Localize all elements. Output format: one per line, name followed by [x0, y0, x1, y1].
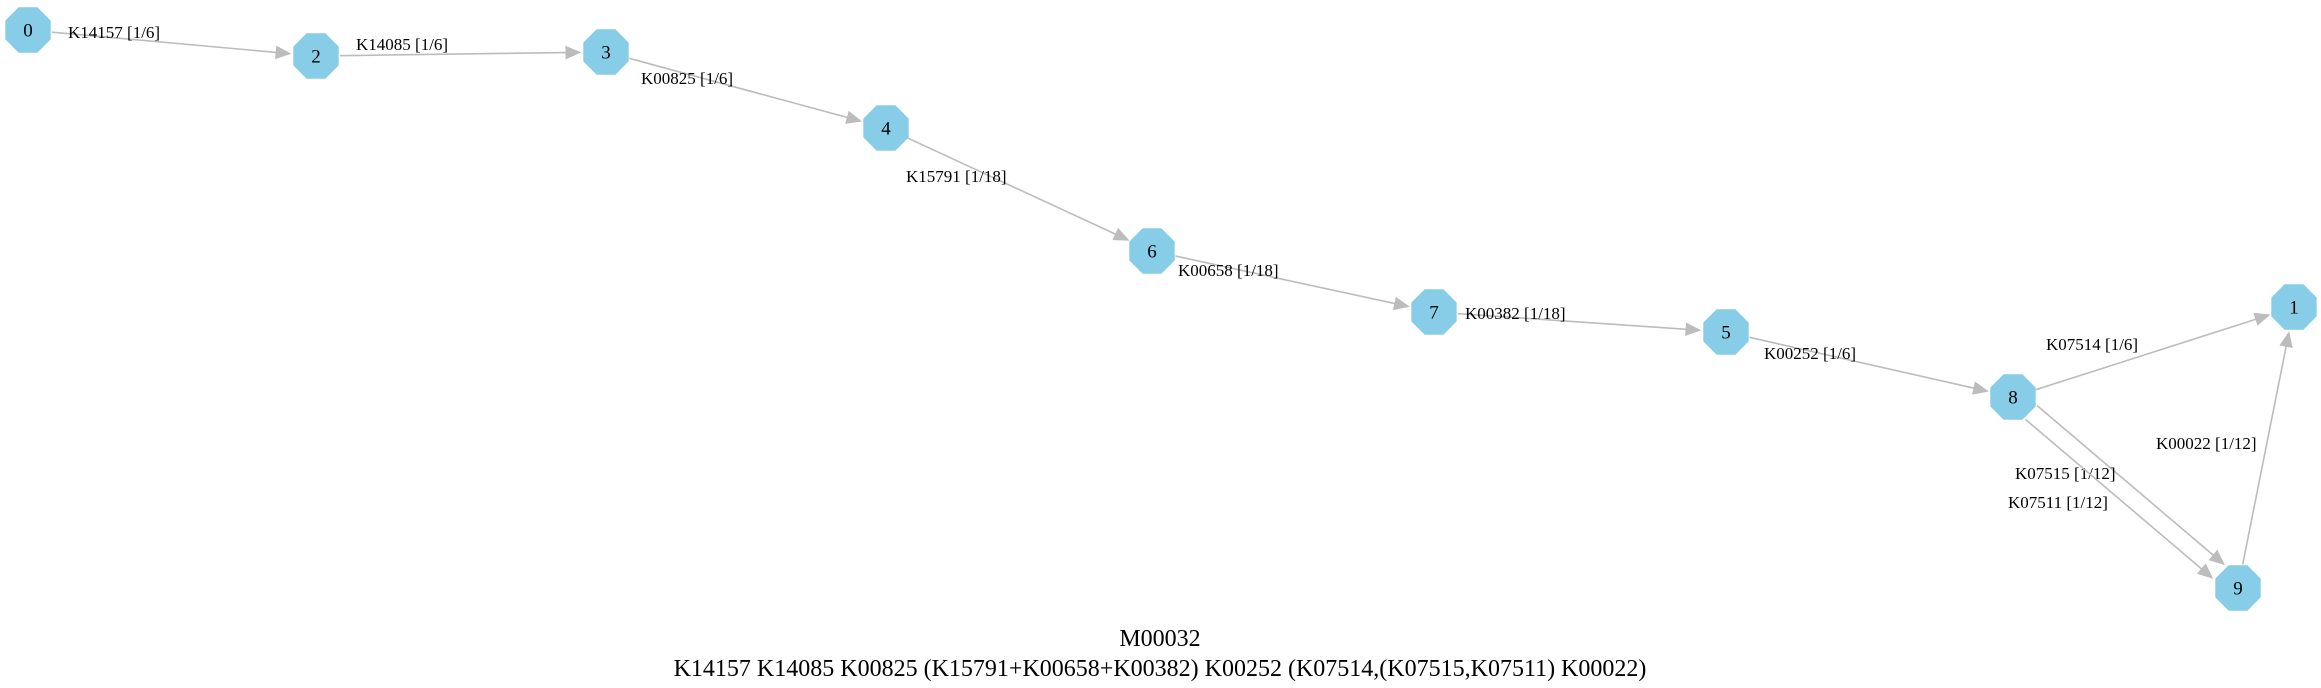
edge-label: K07511 [1/12] — [2008, 493, 2108, 512]
edge-label: K00252 [1/6] — [1764, 344, 1856, 363]
node-7: 7 — [1411, 289, 1457, 335]
edge-8-9: K07511 [1/12] — [2008, 418, 2214, 579]
arrow-head-icon — [1685, 322, 1702, 336]
edge-4-6: K15791 [1/18] — [906, 137, 1130, 241]
node-9: 9 — [2215, 565, 2261, 611]
edge-label: K07514 [1/6] — [2046, 335, 2138, 354]
node-label: 9 — [2233, 579, 2243, 600]
edge-0-2: K14157 [1/6] — [51, 23, 292, 60]
node-6: 6 — [1129, 228, 1175, 274]
edge-line — [1457, 312, 1687, 331]
node-3: 3 — [583, 29, 629, 75]
edge-line — [2036, 405, 2214, 556]
node-label: 2 — [311, 47, 321, 68]
arrow-head-icon — [1972, 381, 1989, 395]
edge-label: K00382 [1/18] — [1465, 304, 1566, 323]
edge-line — [1175, 255, 1396, 305]
node-4: 4 — [863, 105, 909, 151]
node-octagon — [583, 29, 629, 75]
node-label: 5 — [1721, 323, 1731, 344]
edge-line — [628, 57, 848, 119]
edge-label: K14157 [1/6] — [68, 23, 160, 42]
edge-label: K00658 [1/18] — [1178, 261, 1279, 280]
edge-line — [2024, 418, 2203, 570]
node-2: 2 — [293, 33, 339, 79]
node-label: 1 — [2289, 298, 2299, 319]
edge-line — [907, 137, 1117, 235]
edge-line — [339, 51, 567, 57]
node-octagon — [293, 33, 339, 79]
node-label: 0 — [23, 21, 33, 42]
arrow-head-icon — [2253, 312, 2271, 326]
edge-8-1: K07514 [1/6] — [2035, 312, 2271, 391]
node-octagon — [2271, 284, 2317, 330]
arrow-head-icon — [2196, 563, 2214, 579]
arrow-head-icon — [2208, 549, 2225, 566]
node-octagon — [1990, 374, 2036, 420]
node-label: 3 — [601, 43, 611, 64]
node-5: 5 — [1703, 309, 1749, 355]
edge-line — [2035, 318, 2257, 391]
edge-5-8: K00252 [1/6] — [1749, 336, 1989, 395]
node-1: 1 — [2271, 284, 2317, 330]
edge-2-3: K14085 [1/6] — [339, 35, 582, 60]
edge-3-4: K00825 [1/6] — [628, 57, 863, 124]
node-octagon — [1411, 289, 1457, 335]
node-octagon — [1129, 228, 1175, 274]
edge-line — [2241, 346, 2287, 565]
edge-label: K15791 [1/18] — [906, 167, 1007, 186]
module-title: M00032 — [1119, 626, 1200, 652]
nodes-layer: 0 2 3 4 6 7 5 8 1 9 — [5, 7, 2317, 611]
arrow-head-icon — [1392, 296, 1410, 311]
node-label: 4 — [881, 119, 891, 140]
edge-label: K00022 [1/12] — [2156, 434, 2257, 453]
edge-label: K07515 [1/12] — [2015, 464, 2116, 483]
node-label: 7 — [1429, 303, 1439, 324]
arrow-head-icon — [275, 45, 292, 60]
edge-line — [1749, 336, 1975, 389]
arrow-head-icon — [845, 110, 863, 124]
edge-6-7: K00658 [1/18] — [1175, 255, 1410, 311]
arrow-head-icon — [2279, 331, 2293, 349]
edge-9-1: K00022 [1/12] — [2156, 331, 2293, 565]
node-octagon — [5, 7, 51, 53]
edge-8-9: K07515 [1/12] — [2015, 405, 2225, 566]
node-0: 0 — [5, 7, 51, 53]
node-8: 8 — [1990, 374, 2036, 420]
edge-label: K14085 [1/6] — [356, 35, 448, 54]
node-octagon — [863, 105, 909, 151]
edges-layer: K14157 [1/6] K14085 [1/6] K00825 [1/6] K157… — [51, 23, 2293, 579]
module-definition: K14157 K14085 K00825 (K15791+K00658+K003… — [674, 656, 1647, 682]
edge-7-5: K00382 [1/18] — [1457, 304, 1702, 336]
arrow-head-icon — [1112, 227, 1130, 241]
edge-label: K00825 [1/6] — [641, 69, 733, 88]
arrow-head-icon — [565, 45, 582, 60]
node-label: 8 — [2008, 388, 2018, 409]
node-label: 6 — [1147, 242, 1157, 263]
node-octagon — [1703, 309, 1749, 355]
edge-line — [51, 31, 277, 54]
node-octagon — [2215, 565, 2261, 611]
